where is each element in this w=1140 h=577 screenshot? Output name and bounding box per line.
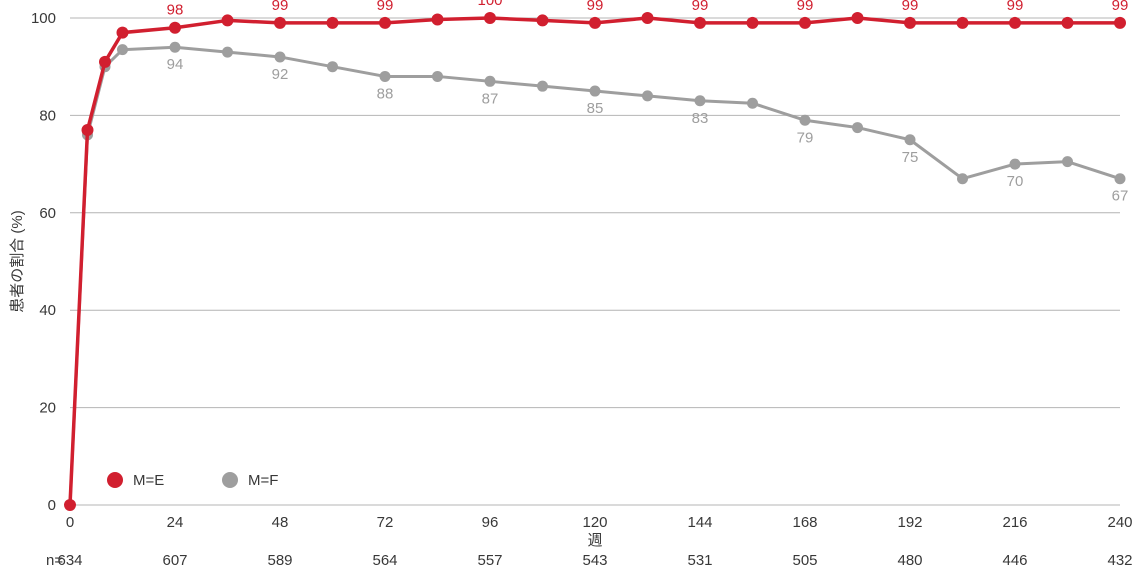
data-label-MF: 94 bbox=[167, 56, 184, 73]
series-marker-ME bbox=[327, 17, 339, 29]
series-marker-MF bbox=[852, 122, 863, 133]
data-label-MF: 67 bbox=[1112, 188, 1129, 205]
n-value: 634 bbox=[57, 552, 82, 569]
data-label-ME: 99 bbox=[1112, 0, 1129, 14]
x-tick-label: 168 bbox=[792, 514, 817, 531]
data-label-ME: 99 bbox=[902, 0, 919, 14]
n-value: 432 bbox=[1107, 552, 1132, 569]
legend-label-MF: M=F bbox=[248, 472, 278, 489]
series-marker-MF bbox=[380, 71, 391, 82]
series-marker-ME bbox=[64, 499, 76, 511]
data-label-MF: 92 bbox=[272, 66, 289, 83]
series-marker-ME bbox=[1114, 17, 1126, 29]
series-marker-ME bbox=[379, 17, 391, 29]
series-marker-MF bbox=[485, 76, 496, 87]
data-label-ME: 99 bbox=[377, 0, 394, 14]
data-label-MF: 75 bbox=[902, 149, 919, 166]
data-label-ME: 99 bbox=[692, 0, 709, 14]
data-label-MF: 83 bbox=[692, 110, 709, 127]
series-marker-MF bbox=[957, 173, 968, 184]
n-value: 543 bbox=[582, 552, 607, 569]
series-marker-ME bbox=[537, 14, 549, 26]
data-label-MF: 87 bbox=[482, 90, 499, 107]
y-tick-label: 0 bbox=[48, 497, 56, 514]
legend-marker-MF bbox=[222, 472, 238, 488]
n-value: 446 bbox=[1002, 552, 1027, 569]
series-marker-ME bbox=[642, 12, 654, 24]
series-marker-ME bbox=[904, 17, 916, 29]
series-marker-ME bbox=[169, 22, 181, 34]
data-label-ME: 99 bbox=[797, 0, 814, 14]
x-tick-label: 96 bbox=[482, 514, 499, 531]
series-marker-MF bbox=[642, 90, 653, 101]
series-marker-ME bbox=[117, 27, 129, 39]
legend-marker-ME bbox=[107, 472, 123, 488]
n-value: 557 bbox=[477, 552, 502, 569]
series-marker-ME bbox=[99, 56, 111, 68]
data-label-ME: 98 bbox=[167, 2, 184, 19]
series-marker-MF bbox=[590, 86, 601, 97]
data-label-ME: 99 bbox=[1007, 0, 1024, 14]
x-tick-label: 240 bbox=[1107, 514, 1132, 531]
y-axis-label: 患者の割合 (%) bbox=[9, 210, 26, 313]
x-tick-label: 120 bbox=[582, 514, 607, 531]
n-value: 480 bbox=[897, 552, 922, 569]
series-marker-ME bbox=[957, 17, 969, 29]
series-marker-ME bbox=[694, 17, 706, 29]
series-marker-MF bbox=[1010, 159, 1021, 170]
series-marker-MF bbox=[432, 71, 443, 82]
series-marker-ME bbox=[222, 14, 234, 26]
x-tick-label: 72 bbox=[377, 514, 394, 531]
series-marker-ME bbox=[1062, 17, 1074, 29]
series-marker-ME bbox=[747, 17, 759, 29]
series-marker-MF bbox=[695, 95, 706, 106]
series-marker-ME bbox=[274, 17, 286, 29]
series-marker-MF bbox=[1115, 173, 1126, 184]
data-label-MF: 79 bbox=[797, 129, 814, 146]
series-marker-ME bbox=[432, 13, 444, 25]
data-label-MF: 70 bbox=[1007, 173, 1024, 190]
x-tick-label: 144 bbox=[687, 514, 712, 531]
series-marker-MF bbox=[747, 98, 758, 109]
data-label-ME: 99 bbox=[587, 0, 604, 14]
series-marker-ME bbox=[852, 12, 864, 24]
series-marker-MF bbox=[905, 134, 916, 145]
x-tick-label: 216 bbox=[1002, 514, 1027, 531]
n-value: 505 bbox=[792, 552, 817, 569]
data-label-ME: 100 bbox=[477, 0, 502, 9]
n-value: 564 bbox=[372, 552, 397, 569]
series-marker-MF bbox=[117, 44, 128, 55]
series-marker-MF bbox=[800, 115, 811, 126]
y-tick-label: 60 bbox=[39, 205, 56, 222]
series-marker-MF bbox=[222, 47, 233, 58]
series-marker-MF bbox=[537, 81, 548, 92]
line-chart: 0 20 40 60 80 100 患者の割合 (%) 0 24 48 72 96 120 144 168 1… bbox=[0, 0, 1140, 577]
data-label-ME: 99 bbox=[272, 0, 289, 14]
x-tick-label: 0 bbox=[66, 514, 74, 531]
x-tick-label: 192 bbox=[897, 514, 922, 531]
series-marker-ME bbox=[1009, 17, 1021, 29]
series-marker-MF bbox=[327, 61, 338, 72]
y-tick-label: 80 bbox=[39, 107, 56, 124]
data-label-MF: 88 bbox=[377, 85, 394, 102]
y-tick-label: 20 bbox=[39, 400, 56, 417]
series-marker-MF bbox=[1062, 156, 1073, 167]
y-tick-label: 40 bbox=[39, 302, 56, 319]
x-tick-label: 48 bbox=[272, 514, 289, 531]
series-marker-MF bbox=[170, 42, 181, 53]
series-marker-MF bbox=[275, 51, 286, 62]
n-value: 531 bbox=[687, 552, 712, 569]
legend-label-ME: M=E bbox=[133, 472, 164, 489]
series-marker-ME bbox=[82, 124, 94, 136]
x-axis-label: 週 bbox=[587, 532, 602, 549]
series-marker-ME bbox=[589, 17, 601, 29]
data-label-MF: 85 bbox=[587, 100, 604, 117]
n-value: 607 bbox=[162, 552, 187, 569]
series-marker-ME bbox=[799, 17, 811, 29]
y-tick-label: 100 bbox=[31, 10, 56, 27]
x-tick-label: 24 bbox=[167, 514, 184, 531]
series-marker-ME bbox=[484, 12, 496, 24]
n-value: 589 bbox=[267, 552, 292, 569]
